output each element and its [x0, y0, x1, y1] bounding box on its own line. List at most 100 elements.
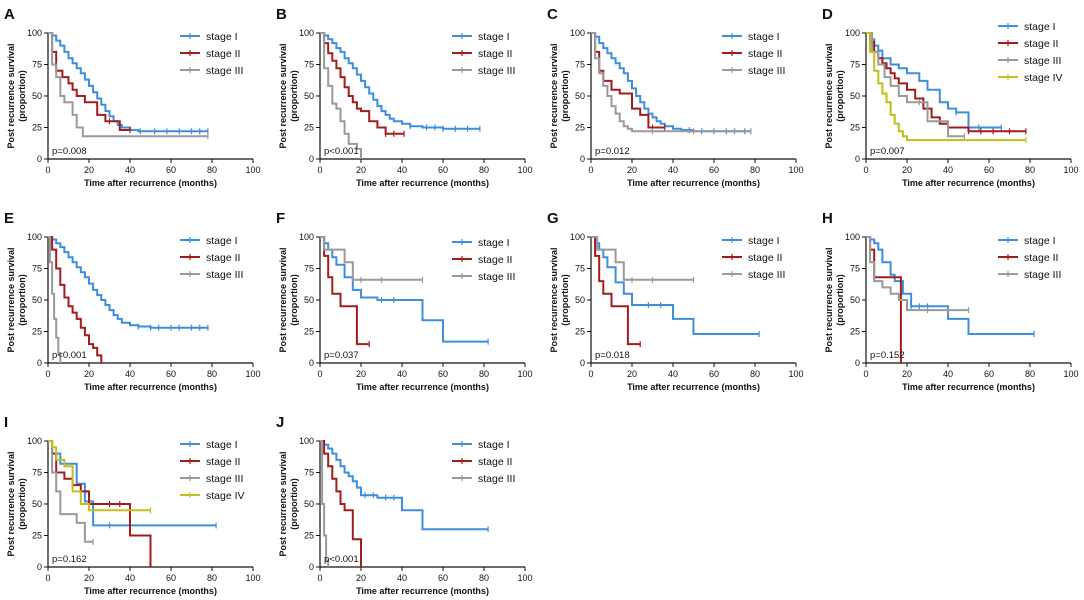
- legend-label: stage IV: [206, 490, 245, 502]
- series-line-stage-ii: [48, 236, 103, 363]
- y-tick-label: 75: [304, 468, 314, 478]
- series-line-stage-ii: [591, 236, 641, 346]
- y-tick-label: 25: [850, 123, 860, 133]
- y-tick-label: 50: [850, 91, 860, 101]
- legend-label: stage III: [748, 269, 785, 281]
- series-line-stage-iii: [48, 32, 208, 138]
- p-value: p<0.001: [324, 146, 359, 157]
- series-line-stage-iii: [591, 236, 694, 281]
- series-line-stage-iv: [48, 440, 151, 512]
- p-value: p<0.001: [52, 350, 87, 361]
- x-tick-label: 40: [397, 573, 407, 583]
- y-tick-label: 50: [304, 295, 314, 305]
- panel-letter: I: [4, 414, 8, 431]
- y-tick-label: 0: [855, 154, 860, 164]
- panel-I: I 0 25 50 75 100 0 20 40 60 80 100 Time after recurr…: [4, 414, 261, 596]
- series-line-stage-i: [866, 32, 1002, 129]
- series-line-stage-i: [591, 236, 760, 335]
- x-tick-label: 0: [317, 369, 322, 379]
- x-axis-label: Time after recurrence (months): [902, 382, 1035, 392]
- y-tick-label: 75: [575, 264, 585, 274]
- legend-label: stage II: [206, 456, 240, 468]
- y-tick-label: 50: [575, 295, 585, 305]
- y-tick-label: 25: [575, 123, 585, 133]
- series-line-stage-i: [866, 236, 1035, 335]
- legend-label: stage II: [478, 456, 512, 468]
- x-tick-label: 60: [166, 573, 176, 583]
- x-tick-label: 100: [788, 165, 803, 175]
- legend-label: stage II: [1024, 38, 1058, 50]
- x-tick-label: 100: [245, 573, 260, 583]
- series-line-stage-iii: [320, 440, 330, 567]
- x-tick-label: 100: [517, 369, 532, 379]
- series-line-stage-iii: [866, 32, 965, 138]
- x-tick-label: 20: [356, 369, 366, 379]
- panel-A: A 0 25 50 75 100 0 20 40 60 80 100 Time after recurr…: [4, 6, 261, 188]
- x-tick-label: 40: [668, 165, 678, 175]
- x-tick-label: 40: [125, 369, 135, 379]
- y-axis-label: Post recurrence survival(proportion): [6, 247, 27, 352]
- y-tick-label: 0: [309, 154, 314, 164]
- x-tick-label: 80: [750, 165, 760, 175]
- legend-label: stage III: [478, 65, 515, 77]
- y-tick-label: 25: [850, 327, 860, 337]
- p-value: p=0.152: [870, 350, 905, 361]
- x-tick-label: 100: [1063, 369, 1078, 379]
- x-tick-label: 60: [438, 573, 448, 583]
- y-tick-label: 75: [32, 60, 42, 70]
- x-tick-label: 60: [166, 369, 176, 379]
- legend-label: stage I: [1024, 21, 1056, 33]
- y-tick-label: 50: [32, 499, 42, 509]
- legend-label: stage III: [478, 271, 515, 283]
- p-value: p=0.018: [595, 350, 630, 361]
- x-tick-label: 40: [943, 369, 953, 379]
- x-axis-label: Time after recurrence (months): [356, 178, 489, 188]
- y-tick-label: 50: [575, 91, 585, 101]
- series-line-stage-ii: [320, 32, 405, 135]
- y-tick-label: 100: [845, 232, 860, 242]
- x-tick-label: 60: [438, 369, 448, 379]
- y-tick-label: 50: [304, 91, 314, 101]
- x-tick-label: 100: [788, 369, 803, 379]
- legend-label: stage IV: [1024, 72, 1063, 84]
- series-line-stage-ii: [320, 440, 362, 567]
- x-tick-label: 0: [45, 573, 50, 583]
- y-tick-label: 75: [850, 264, 860, 274]
- x-tick-label: 60: [984, 369, 994, 379]
- y-axis-label: Post recurrence survival(proportion): [824, 247, 845, 352]
- p-value: p=0.007: [870, 146, 905, 157]
- legend-label: stage I: [206, 439, 238, 451]
- y-axis-label: Post recurrence survival(proportion): [6, 451, 27, 556]
- y-tick-label: 100: [570, 232, 585, 242]
- x-tick-label: 40: [125, 165, 135, 175]
- series-line-stage-iii: [48, 440, 94, 543]
- x-tick-label: 80: [479, 573, 489, 583]
- x-tick-label: 20: [902, 165, 912, 175]
- panel-letter: J: [276, 414, 284, 431]
- legend-label: stage II: [748, 48, 782, 60]
- y-axis-label: Post recurrence survival(proportion): [278, 43, 299, 148]
- y-tick-label: 0: [37, 358, 42, 368]
- x-tick-label: 60: [709, 369, 719, 379]
- y-tick-label: 100: [27, 436, 42, 446]
- series-line-stage-iii: [48, 236, 62, 363]
- legend-label: stage I: [478, 439, 510, 451]
- x-axis-label: Time after recurrence (months): [356, 382, 489, 392]
- x-tick-label: 100: [517, 573, 532, 583]
- y-tick-label: 25: [32, 327, 42, 337]
- panel-B: B 0 25 50 75 100 0 20 40 60 80 100 Time after recurr…: [276, 6, 533, 188]
- x-axis-label: Time after recurrence (months): [84, 382, 217, 392]
- y-axis-label: Post recurrence survival(proportion): [6, 43, 27, 148]
- y-tick-label: 0: [580, 154, 585, 164]
- x-tick-label: 100: [245, 165, 260, 175]
- legend-label: stage III: [748, 65, 785, 77]
- panel-E: E 0 25 50 75 100 0 20 40 60 80 100 Time after recurr…: [4, 210, 261, 392]
- panel-letter: C: [547, 6, 558, 23]
- x-tick-label: 0: [317, 573, 322, 583]
- y-tick-label: 0: [580, 358, 585, 368]
- x-tick-label: 0: [588, 369, 593, 379]
- x-tick-label: 80: [207, 165, 217, 175]
- y-tick-label: 75: [304, 264, 314, 274]
- y-tick-label: 100: [27, 28, 42, 38]
- y-tick-label: 25: [32, 123, 42, 133]
